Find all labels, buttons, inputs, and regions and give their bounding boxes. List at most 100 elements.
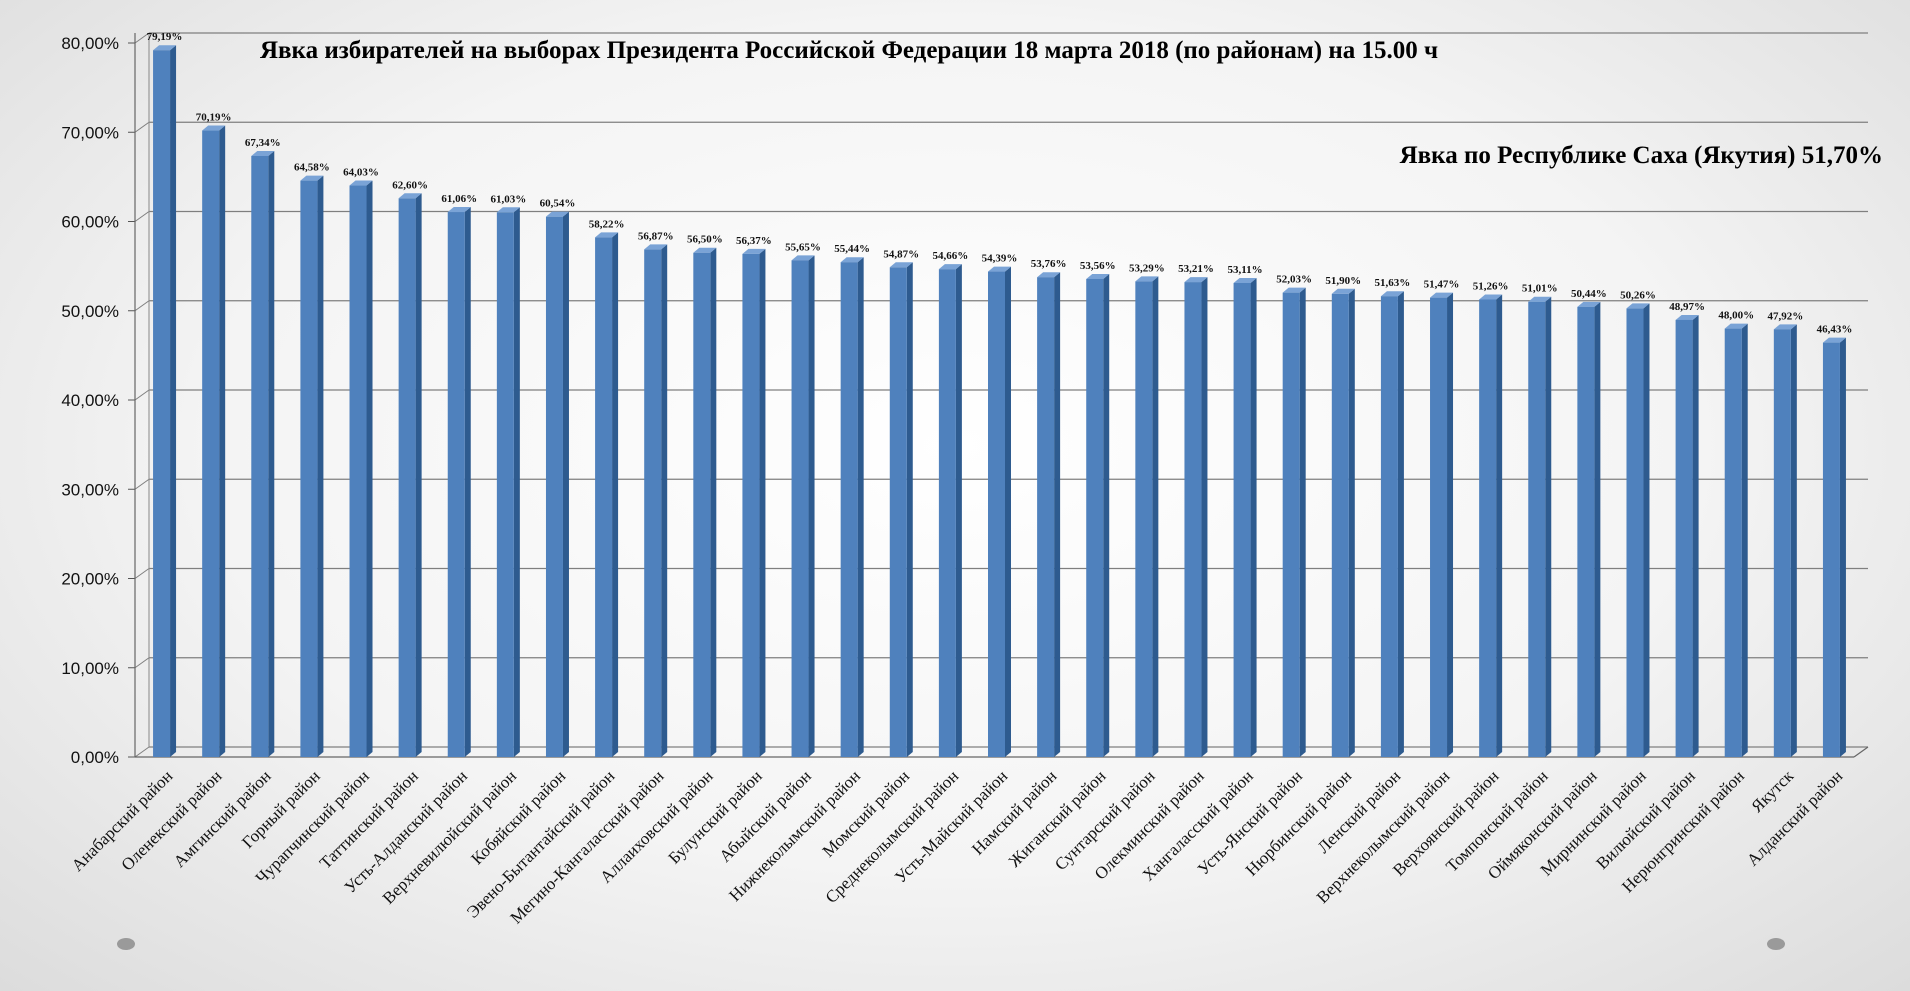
bar-front [1773, 329, 1791, 757]
bar-side [1692, 314, 1699, 757]
data-label: 50,44% [1571, 288, 1607, 300]
bar-top [496, 207, 520, 213]
data-label: 53,29% [1129, 262, 1165, 274]
data-label: 67,34% [245, 137, 281, 149]
bar-top [545, 211, 569, 217]
data-label: 52,03% [1276, 274, 1312, 286]
bar-side [268, 150, 275, 758]
data-label: 48,00% [1718, 310, 1754, 322]
bar-top [1037, 272, 1061, 278]
bar [545, 211, 569, 758]
bar-side [759, 248, 766, 757]
bar-top [840, 257, 864, 263]
data-label: 56,37% [736, 235, 772, 247]
bar-front [595, 237, 613, 758]
bar-top [1626, 303, 1650, 309]
bar [1675, 314, 1699, 757]
bar [988, 266, 1011, 757]
data-label: 46,43% [1817, 324, 1853, 336]
bar-top [938, 264, 962, 270]
bar-side [1005, 266, 1011, 757]
gridline-depth [134, 568, 150, 579]
bar-side [955, 264, 962, 757]
bar-top [1135, 276, 1159, 282]
bar [1822, 337, 1846, 757]
gridline-depth [134, 478, 150, 490]
bar-front [1331, 293, 1349, 757]
bar-front [251, 155, 269, 758]
bar-front [398, 198, 416, 758]
bar-side [317, 175, 324, 757]
bar-front [988, 271, 1005, 757]
data-label: 54,66% [933, 250, 969, 262]
data-label: 53,21% [1178, 263, 1214, 275]
data-label: 54,39% [982, 253, 1018, 265]
bar-side [415, 193, 422, 758]
bar-top [447, 207, 471, 213]
bar-front [742, 253, 760, 757]
bar-side [661, 244, 668, 758]
bar [1233, 277, 1257, 757]
bar-top [791, 255, 815, 261]
bar [693, 247, 717, 758]
bar-side [219, 125, 226, 757]
bar [153, 45, 177, 758]
bar-top [1724, 323, 1748, 329]
bar [1577, 301, 1601, 757]
bar [202, 125, 226, 757]
bar-top [1331, 288, 1355, 294]
bar [1773, 324, 1797, 757]
bar-top [1380, 291, 1404, 297]
data-label: 55,44% [834, 243, 870, 255]
bar-side [1054, 272, 1061, 757]
bar-front [1822, 342, 1840, 757]
bar [447, 207, 471, 758]
bar [496, 207, 520, 757]
bar-side [1348, 288, 1355, 757]
gridline-depth [134, 211, 150, 222]
bar-side [1545, 296, 1552, 757]
bar [1479, 294, 1503, 757]
bar-front [644, 249, 662, 758]
y-tick-label: 10,00% [61, 659, 119, 678]
gridline-depth [134, 746, 150, 758]
bar-front [1626, 308, 1644, 757]
data-label: 56,87% [638, 230, 674, 242]
data-label: 48,97% [1669, 301, 1705, 313]
bar-front [1430, 297, 1448, 757]
bar-top [153, 45, 177, 51]
bar-front [1724, 328, 1742, 757]
bar [1528, 296, 1552, 757]
bar-side [1250, 277, 1257, 757]
y-tick-label: 30,00% [61, 480, 119, 499]
data-label: 51,90% [1325, 275, 1361, 287]
bar-top [988, 266, 1011, 272]
bar [1331, 288, 1355, 757]
bar [742, 248, 766, 757]
data-label: 64,58% [294, 162, 330, 174]
bar-front [349, 185, 367, 758]
bar-top [693, 247, 717, 253]
bar-front [1675, 319, 1693, 757]
bar-top [1430, 292, 1454, 298]
bar [1626, 303, 1650, 757]
bar-top [1184, 277, 1208, 283]
chart-subtitle: Явка по Республике Саха (Якутия) 51,70% [1400, 142, 1883, 169]
bar-side [1397, 291, 1404, 757]
bar-side [1201, 277, 1208, 757]
y-tick-label: 80,00% [61, 34, 119, 53]
decorative-dot-right [1767, 938, 1785, 950]
data-label: 70,19% [196, 112, 232, 124]
bar-side [808, 255, 815, 758]
bar-front [202, 130, 220, 757]
bar [1282, 287, 1306, 757]
bar-top [1282, 287, 1306, 293]
data-label: 51,63% [1375, 277, 1411, 289]
bar-side [710, 247, 717, 758]
data-label: 61,06% [441, 193, 477, 205]
bar [938, 264, 962, 757]
bar [1724, 323, 1748, 757]
data-label: 56,50% [687, 234, 723, 246]
